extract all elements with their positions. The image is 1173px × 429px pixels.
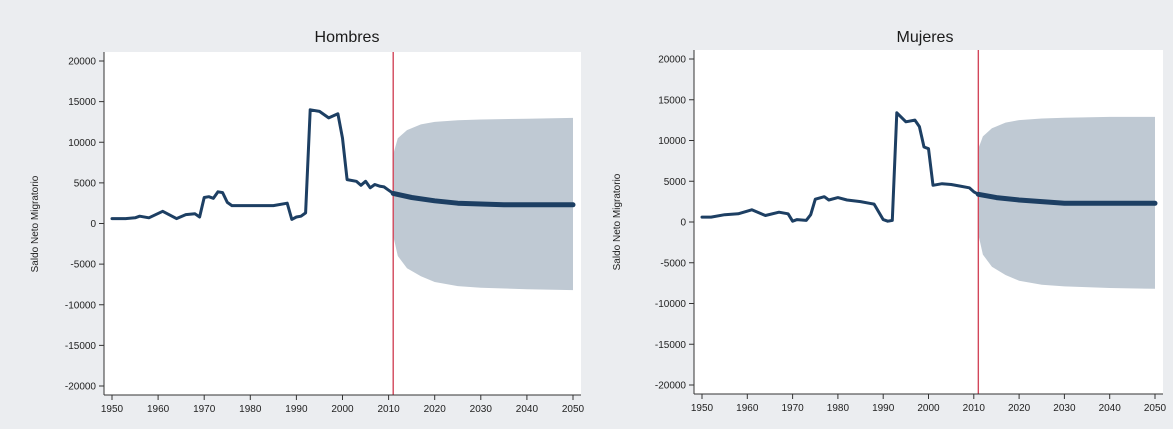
x-tick-label: 2000 [331, 404, 354, 415]
y-tick-label: 10000 [658, 136, 686, 147]
series-line-historical [110, 108, 395, 221]
x-tick-label: 2050 [562, 404, 585, 415]
chart-title: Hombres [315, 29, 380, 46]
y-tick-label: 15000 [68, 97, 96, 108]
x-tick-label: 1990 [872, 403, 895, 414]
y-tick-label: -10000 [65, 300, 97, 311]
series-line-forecast [975, 191, 1158, 206]
y-tick-label: -10000 [655, 299, 687, 310]
chart-panel-mujeres: Mujeres -20000 -15000 -10000 -5000 0 5000 1000… [592, 0, 1173, 429]
x-tick-label: 2000 [917, 403, 940, 414]
chart-panel-hombres: Hombres -20000 -15000 -10000 -5000 0 5000 1000… [0, 0, 592, 429]
series-line-forecast [390, 190, 576, 208]
y-tick-label: -20000 [65, 382, 97, 393]
x-tick-label: 1960 [147, 404, 170, 415]
y-axis-label: Saldo Neto Migratorio [612, 173, 623, 270]
x-tick-label: 2040 [516, 404, 539, 415]
y-tick-label: -5000 [660, 258, 686, 269]
y-tick-label: 5000 [74, 178, 97, 189]
chart-hombres: Hombres -20000 -15000 -10000 -5000 0 5000 1000… [0, 0, 592, 429]
y-tick-label: 10000 [68, 138, 96, 149]
x-tick-label: 1970 [193, 404, 216, 415]
x-tick-label: 2010 [963, 403, 986, 414]
x-tick-label: 2030 [1053, 403, 1076, 414]
x-tick-label: 1950 [691, 403, 714, 414]
x-tick-label: 2050 [1144, 403, 1167, 414]
y-tick-label: -15000 [655, 340, 687, 351]
y-tick-label: 20000 [68, 57, 96, 68]
x-tick-label: 2040 [1099, 403, 1122, 414]
x-tick-label: 1990 [285, 404, 308, 415]
x-tick-label: 1980 [239, 404, 262, 415]
y-tick-label: -5000 [70, 260, 96, 271]
x-tick-label: 2010 [377, 404, 400, 415]
y-tick-label: 0 [90, 219, 96, 230]
y-tick-label: 20000 [658, 55, 686, 66]
x-tick-label: 1970 [781, 403, 804, 414]
y-axis-label: Saldo Neto Migratorio [30, 175, 41, 272]
chart-mujeres: Mujeres -20000 -15000 -10000 -5000 0 5000 1000… [592, 0, 1173, 429]
chart-title: Mujeres [897, 29, 954, 46]
y-tick-label: -20000 [655, 381, 687, 392]
x-tick-label: 2020 [424, 404, 447, 415]
series-line-historical [700, 111, 980, 223]
x-tick-label: 1980 [827, 403, 850, 414]
x-tick-label: 1960 [736, 403, 759, 414]
y-tick-label: 5000 [664, 177, 687, 188]
x-tick-label: 2030 [470, 404, 493, 415]
x-tick-label: 2020 [1008, 403, 1031, 414]
y-tick-label: -15000 [65, 341, 97, 352]
x-tick-label: 1950 [101, 404, 124, 415]
y-tick-label: 0 [680, 218, 686, 229]
y-tick-label: 15000 [658, 95, 686, 106]
